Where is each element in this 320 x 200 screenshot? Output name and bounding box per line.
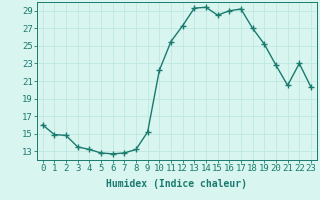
X-axis label: Humidex (Indice chaleur): Humidex (Indice chaleur) (106, 179, 247, 189)
